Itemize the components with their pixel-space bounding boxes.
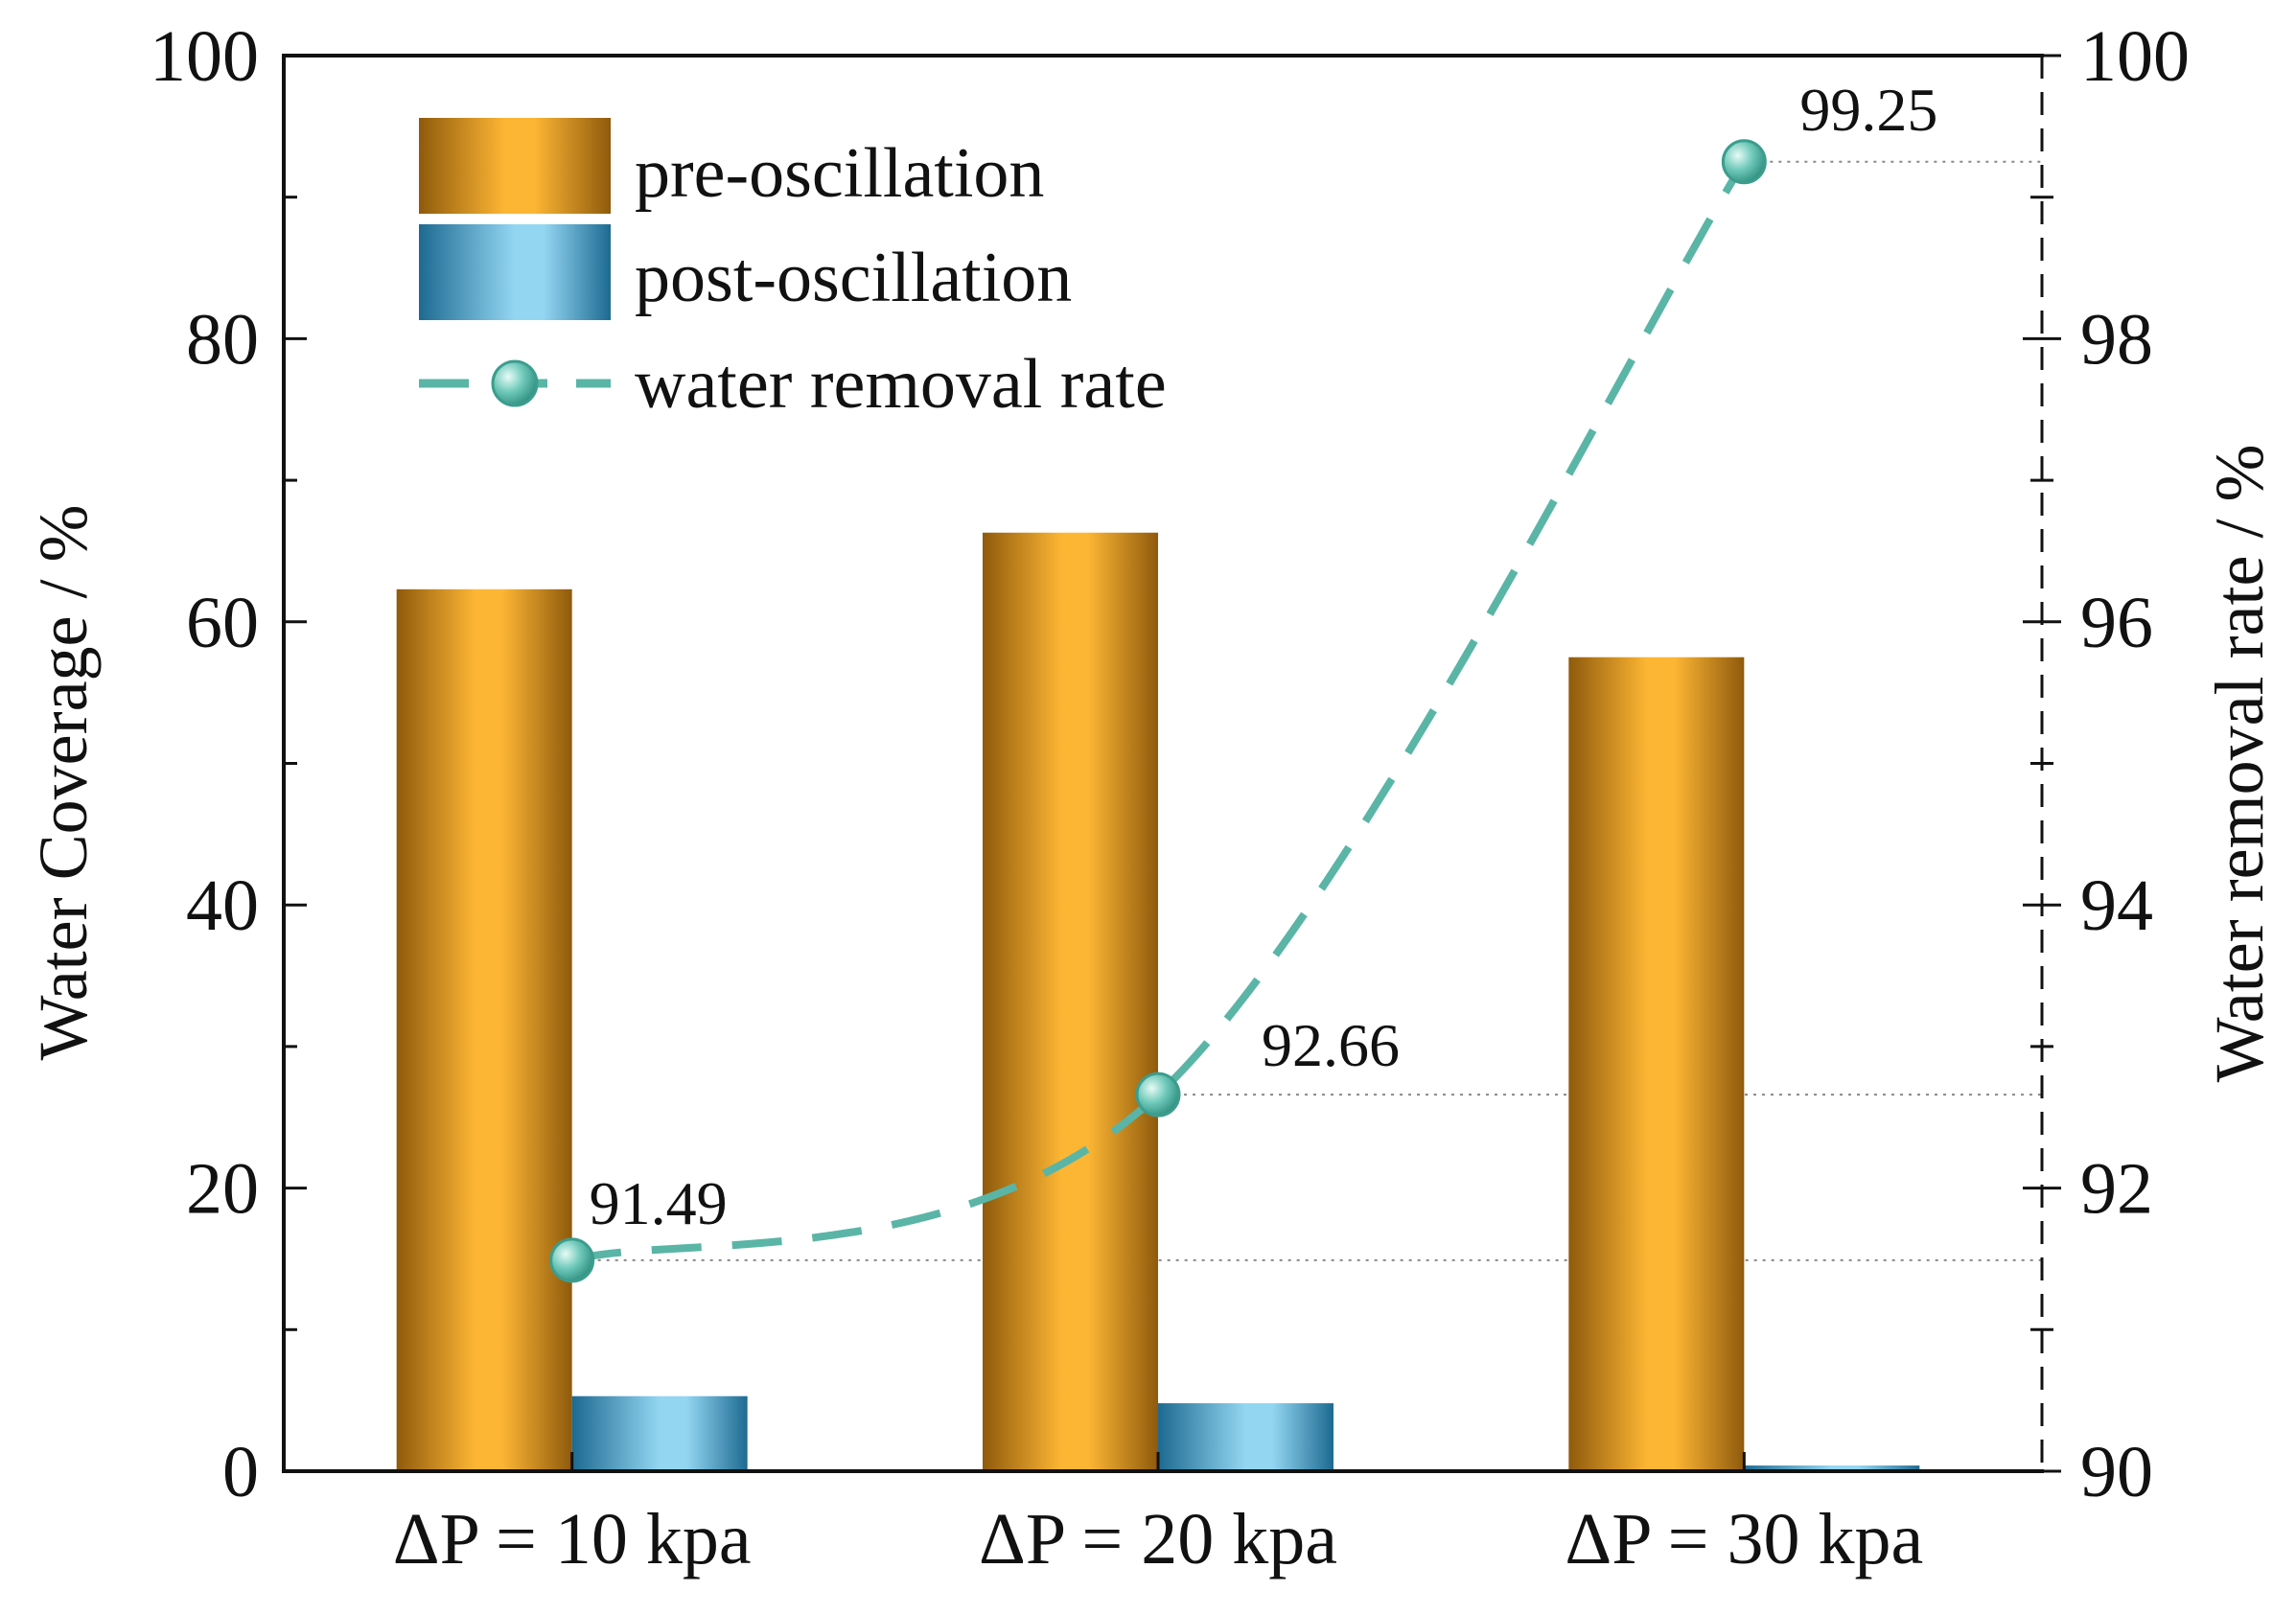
left-tick-label-0: 0 [222,1432,259,1512]
bar-pre-oscillation-2 [983,532,1158,1471]
legend-marker-water-removal-rate [491,359,539,407]
right-tick-label-92: 92 [2080,1149,2153,1230]
right-tick-label-100: 100 [2080,16,2190,97]
removal-rate-line [549,139,1767,1283]
left-tick-label-20: 20 [186,1149,259,1230]
point-water-removal-rate-3 [1721,139,1767,185]
bar-pre-oscillation-1 [396,588,572,1471]
bar-post-oscillation-3 [1744,1465,1920,1471]
y-axis-title: Water Coverage / % [25,505,102,1061]
left-tick-label-40: 40 [186,865,259,946]
right-tick-label-90: 90 [2080,1432,2153,1512]
left-tick-label-100: 100 [150,16,259,97]
y2-axis-title: Water removal rate / % [2201,445,2278,1083]
bars [396,532,1920,1471]
data-label-2: 92.66 [1262,1011,1400,1079]
right-tick-label-94: 94 [2080,865,2153,946]
data-label-1: 91.49 [590,1169,728,1237]
line-water-removal-rate [570,159,1748,1264]
legend-label-pre-oscillation: pre-oscillation [635,134,1044,213]
bar-pre-oscillation-3 [1568,657,1745,1471]
right-tick-label-96: 96 [2080,583,2153,663]
category-label-3: ΔP = 30 kpa [1565,1499,1923,1579]
legend-label-water-removal-rate: water removal rate [635,345,1167,424]
legend-swatch-pre-oscillation [419,118,611,214]
data-label-3: 99.25 [1799,76,1937,144]
point-water-removal-rate-2 [1135,1072,1181,1118]
category-label-1: ΔP = 10 kpa [393,1499,752,1579]
point-water-removal-rate-1 [549,1237,595,1283]
ticks [284,54,2061,1473]
bar-post-oscillation-2 [1158,1403,1334,1471]
bar-post-oscillation-1 [571,1395,748,1471]
legend-swatch-post-oscillation [419,224,611,320]
reference-lines [571,160,2042,1261]
left-tick-label-80: 80 [186,299,259,380]
category-label-2: ΔP = 20 kpa [979,1499,1337,1579]
legend-label-post-oscillation: post-oscillation [635,239,1072,317]
legend: pre-oscillation post-oscillation water r… [419,118,1167,424]
labels: 91.49 92.66 99.25 0 20 40 60 80 100 90 92 94 96 98 100… [25,16,2278,1579]
right-tick-label-98: 98 [2080,299,2153,380]
left-tick-label-60: 60 [186,583,259,663]
